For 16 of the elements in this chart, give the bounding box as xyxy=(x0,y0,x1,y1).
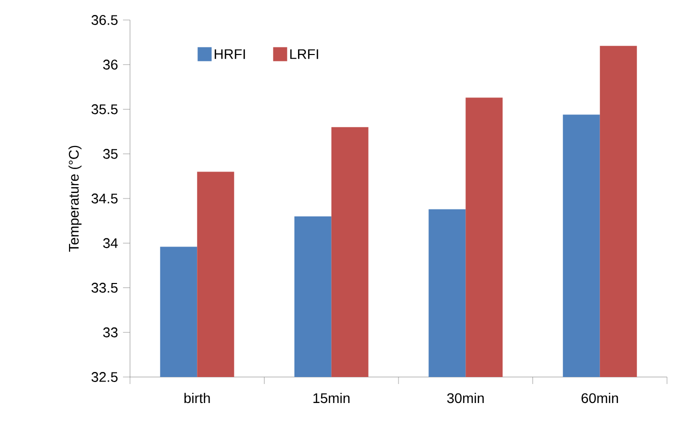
x-tick-label: 15min xyxy=(313,392,350,404)
y-tick-label: 32.5 xyxy=(92,372,118,382)
legend-label: LRFI xyxy=(290,49,318,59)
y-tick-label: 36 xyxy=(103,60,118,70)
legend-label: HRFI xyxy=(214,49,245,59)
y-tick-label: 33.5 xyxy=(92,282,118,293)
x-tick-label: birth xyxy=(184,392,210,404)
y-tick-label: 35.5 xyxy=(92,104,118,114)
y-tick-label: 35 xyxy=(103,148,118,159)
x-tick-label: 60min xyxy=(582,392,618,404)
y-tick-label: 33 xyxy=(103,327,118,338)
y-axis-title: Temperature (°C) xyxy=(68,146,82,252)
y-tick-label: 34 xyxy=(103,238,118,248)
y-tick-label: 34.5 xyxy=(92,194,118,204)
x-tick-label: 30min xyxy=(447,392,484,404)
y-tick-label: 36.5 xyxy=(92,15,118,25)
